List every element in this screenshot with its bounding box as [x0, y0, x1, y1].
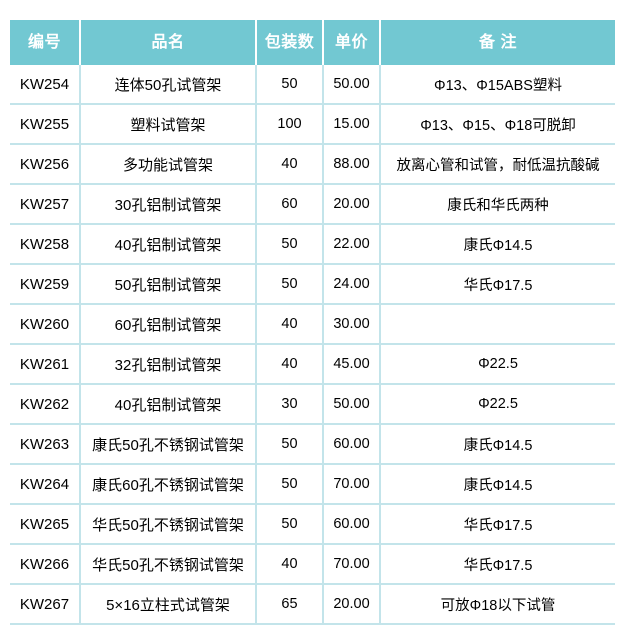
- cell-product-name: 30孔铝制试管架: [80, 184, 257, 225]
- cell-unit-price: 15.00: [323, 104, 381, 145]
- table-row: KW267 5×16立柱式试管架 65 20.00 可放Φ18以下试管: [10, 584, 615, 625]
- cell-product-name: 华氏50孔不锈钢试管架: [80, 504, 257, 545]
- cell-remark: 可放Φ18以下试管: [380, 584, 615, 625]
- cell-product-code: KW258: [10, 224, 81, 265]
- cell-product-name: 50孔铝制试管架: [80, 264, 257, 305]
- cell-product-code: KW265: [10, 504, 81, 545]
- table-row: KW260 60孔铝制试管架 40 30.00: [10, 304, 615, 345]
- table-row: KW254 连体50孔试管架 50 50.00 Φ13、Φ15ABS塑料: [10, 65, 615, 105]
- cell-remark: Φ22.5: [380, 344, 615, 385]
- cell-unit-price: 70.00: [323, 464, 381, 505]
- table-row: KW264 康氏60孔不锈钢试管架 50 70.00 康氏Φ14.5: [10, 464, 615, 505]
- cell-unit-price: 60.00: [323, 424, 381, 465]
- cell-pack-quantity: 100: [256, 104, 324, 145]
- cell-product-code: KW259: [10, 264, 81, 305]
- cell-pack-quantity: 65: [256, 584, 324, 625]
- cell-product-code: KW255: [10, 104, 81, 145]
- cell-unit-price: 20.00: [323, 184, 381, 225]
- cell-product-code: KW256: [10, 144, 81, 185]
- cell-remark: Φ13、Φ15ABS塑料: [380, 65, 615, 105]
- cell-pack-quantity: 50: [256, 424, 324, 465]
- cell-remark: 康氏Φ14.5: [380, 224, 615, 265]
- cell-pack-quantity: 30: [256, 384, 324, 425]
- cell-remark: 华氏Φ17.5: [380, 264, 615, 305]
- table-row: KW258 40孔铝制试管架 50 22.00 康氏Φ14.5: [10, 224, 615, 265]
- cell-pack-quantity: 40: [256, 304, 324, 345]
- cell-unit-price: 50.00: [323, 384, 381, 425]
- table-row: KW262 40孔铝制试管架 30 50.00 Φ22.5: [10, 384, 615, 425]
- cell-product-name: 塑料试管架: [80, 104, 257, 145]
- table-row: KW256 多功能试管架 40 88.00 放离心管和试管，耐低温抗酸碱: [10, 144, 615, 185]
- column-header-pack-quantity: 包装数: [256, 20, 324, 65]
- column-header-name: 品名: [80, 20, 257, 65]
- cell-product-name: 多功能试管架: [80, 144, 257, 185]
- cell-product-code: KW261: [10, 344, 81, 385]
- cell-pack-quantity: 50: [256, 65, 324, 105]
- column-header-unit-price: 单价: [323, 20, 381, 65]
- cell-unit-price: 70.00: [323, 544, 381, 585]
- table-row: KW265 华氏50孔不锈钢试管架 50 60.00 华氏Φ17.5: [10, 504, 615, 545]
- cell-remark: 华氏Φ17.5: [380, 504, 615, 545]
- cell-remark: Φ13、Φ15、Φ18可脱卸: [380, 104, 615, 145]
- cell-remark: [380, 304, 615, 345]
- cell-product-code: KW263: [10, 424, 81, 465]
- cell-remark: 康氏和华氏两种: [380, 184, 615, 225]
- cell-product-code: KW267: [10, 584, 81, 625]
- cell-product-name: 60孔铝制试管架: [80, 304, 257, 345]
- cell-product-code: KW260: [10, 304, 81, 345]
- cell-product-name: 康氏60孔不锈钢试管架: [80, 464, 257, 505]
- cell-product-name: 40孔铝制试管架: [80, 384, 257, 425]
- cell-unit-price: 50.00: [323, 65, 381, 105]
- cell-product-code: KW262: [10, 384, 81, 425]
- cell-unit-price: 22.00: [323, 224, 381, 265]
- cell-pack-quantity: 40: [256, 144, 324, 185]
- cell-pack-quantity: 50: [256, 464, 324, 505]
- cell-product-code: KW257: [10, 184, 81, 225]
- cell-pack-quantity: 50: [256, 224, 324, 265]
- table-body: KW254 连体50孔试管架 50 50.00 Φ13、Φ15ABS塑料 KW255 塑料试…: [10, 65, 615, 625]
- cell-product-name: 连体50孔试管架: [80, 65, 257, 105]
- cell-pack-quantity: 50: [256, 264, 324, 305]
- table-row: KW266 华氏50孔不锈钢试管架 40 70.00 华氏Φ17.5: [10, 544, 615, 585]
- table-row: KW263 康氏50孔不锈钢试管架 50 60.00 康氏Φ14.5: [10, 424, 615, 465]
- cell-pack-quantity: 40: [256, 544, 324, 585]
- cell-unit-price: 24.00: [323, 264, 381, 305]
- cell-unit-price: 30.00: [323, 304, 381, 345]
- table-header: 编号 品名 包装数 单价 备 注: [10, 20, 615, 65]
- table-row: KW255 塑料试管架 100 15.00 Φ13、Φ15、Φ18可脱卸: [10, 104, 615, 145]
- cell-unit-price: 45.00: [323, 344, 381, 385]
- cell-unit-price: 88.00: [323, 144, 381, 185]
- cell-remark: 康氏Φ14.5: [380, 464, 615, 505]
- column-header-remark: 备 注: [380, 20, 615, 65]
- cell-pack-quantity: 40: [256, 344, 324, 385]
- table-row: KW261 32孔铝制试管架 40 45.00 Φ22.5: [10, 344, 615, 385]
- cell-pack-quantity: 50: [256, 504, 324, 545]
- cell-product-code: KW264: [10, 464, 81, 505]
- cell-product-name: 5×16立柱式试管架: [80, 584, 257, 625]
- product-price-table: 编号 品名 包装数 单价 备 注 KW254 连体50孔试管架 50 50.00 Φ13…: [10, 20, 615, 625]
- cell-product-name: 32孔铝制试管架: [80, 344, 257, 385]
- table-row: KW259 50孔铝制试管架 50 24.00 华氏Φ17.5: [10, 264, 615, 305]
- cell-product-code: KW254: [10, 65, 81, 105]
- cell-product-name: 华氏50孔不锈钢试管架: [80, 544, 257, 585]
- cell-unit-price: 20.00: [323, 584, 381, 625]
- cell-remark: 华氏Φ17.5: [380, 544, 615, 585]
- table-row: KW257 30孔铝制试管架 60 20.00 康氏和华氏两种: [10, 184, 615, 225]
- cell-product-name: 康氏50孔不锈钢试管架: [80, 424, 257, 465]
- cell-unit-price: 60.00: [323, 504, 381, 545]
- column-header-code: 编号: [10, 20, 81, 65]
- cell-remark: Φ22.5: [380, 384, 615, 425]
- cell-pack-quantity: 60: [256, 184, 324, 225]
- cell-remark: 放离心管和试管，耐低温抗酸碱: [380, 144, 615, 185]
- cell-product-name: 40孔铝制试管架: [80, 224, 257, 265]
- cell-product-code: KW266: [10, 544, 81, 585]
- table-header-row: 编号 品名 包装数 单价 备 注: [10, 20, 615, 65]
- cell-remark: 康氏Φ14.5: [380, 424, 615, 465]
